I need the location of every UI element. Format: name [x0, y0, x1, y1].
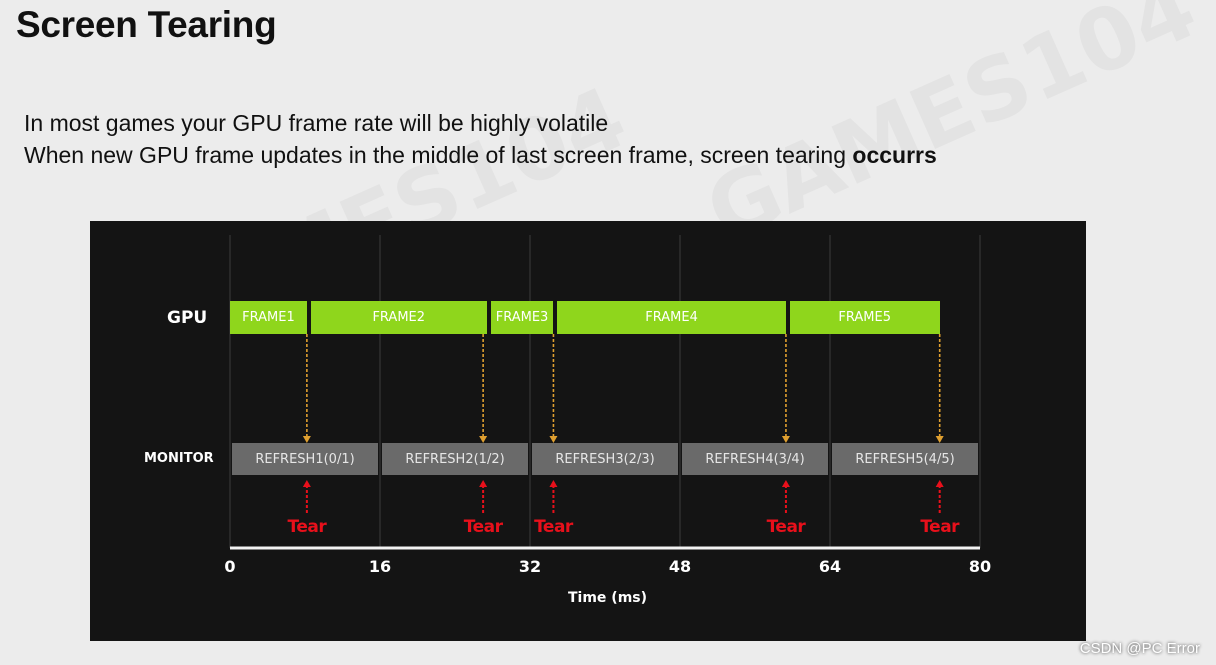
time-tick-label: 32 [518, 557, 542, 576]
tear-label: Tear [287, 517, 327, 537]
bullet-tearing-cause: When new GPU frame updates in the middle… [24, 142, 937, 169]
time-tick-label: 48 [668, 557, 692, 576]
time-axis-label: Time (ms) [568, 590, 648, 606]
monitor-refresh-bar: REFRESH2(1/2) [382, 443, 528, 475]
bullet-volatile-frame-rate: In most games your GPU frame rate will b… [24, 110, 609, 136]
monitor-refresh-bar: REFRESH5(4/5) [832, 443, 978, 475]
gpu-row-label: GPU [167, 308, 208, 328]
present-arrow [935, 334, 944, 443]
emphasis-word: occurrs [852, 142, 937, 168]
present-arrow [479, 334, 488, 443]
gpu-frame-bar: FRAME3 [490, 301, 554, 334]
present-arrow [302, 334, 311, 443]
gpu-frame-bar: FRAME4 [557, 301, 786, 334]
present-arrow [781, 334, 790, 443]
tear-marker [781, 480, 790, 515]
tear-label: Tear [766, 517, 806, 537]
present-arrow [549, 334, 558, 443]
slide-title: Screen Tearing [16, 4, 277, 45]
monitor-refresh-bar: REFRESH3(2/3) [532, 443, 678, 475]
monitor-row-label: MONITOR [144, 451, 214, 466]
time-tick-label: 16 [368, 557, 392, 576]
time-tick-label: 64 [818, 557, 842, 576]
gpu-frame-bar: FRAME2 [310, 301, 487, 334]
tear-label: Tear [463, 517, 503, 537]
tear-marker [479, 480, 488, 515]
bullet-tearing-cause-text: When new GPU frame updates in the middle… [24, 142, 853, 168]
time-tick-label: 0 [224, 557, 236, 576]
gpu-frame-bar: FRAME1 [230, 301, 307, 334]
source-credit: CSDN @PC Error [1079, 640, 1200, 657]
monitor-refresh-bar: REFRESH4(3/4) [682, 443, 828, 475]
time-tick-label: 80 [968, 557, 992, 576]
tear-label: Tear [920, 517, 960, 537]
timeline-graphics [229, 235, 981, 550]
tear-marker [302, 480, 311, 515]
tearing-timeline-diagram: GPU MONITOR FRAME1 FRAME2 FRAME3 FRAME4 FRAM… [90, 221, 1086, 641]
tear-marker [549, 480, 558, 515]
gpu-frame-bar: FRAME5 [789, 301, 940, 334]
tear-label: Tear [534, 517, 573, 537]
tear-marker [935, 480, 944, 515]
monitor-refresh-bar: REFRESH1(0/1) [232, 443, 378, 475]
